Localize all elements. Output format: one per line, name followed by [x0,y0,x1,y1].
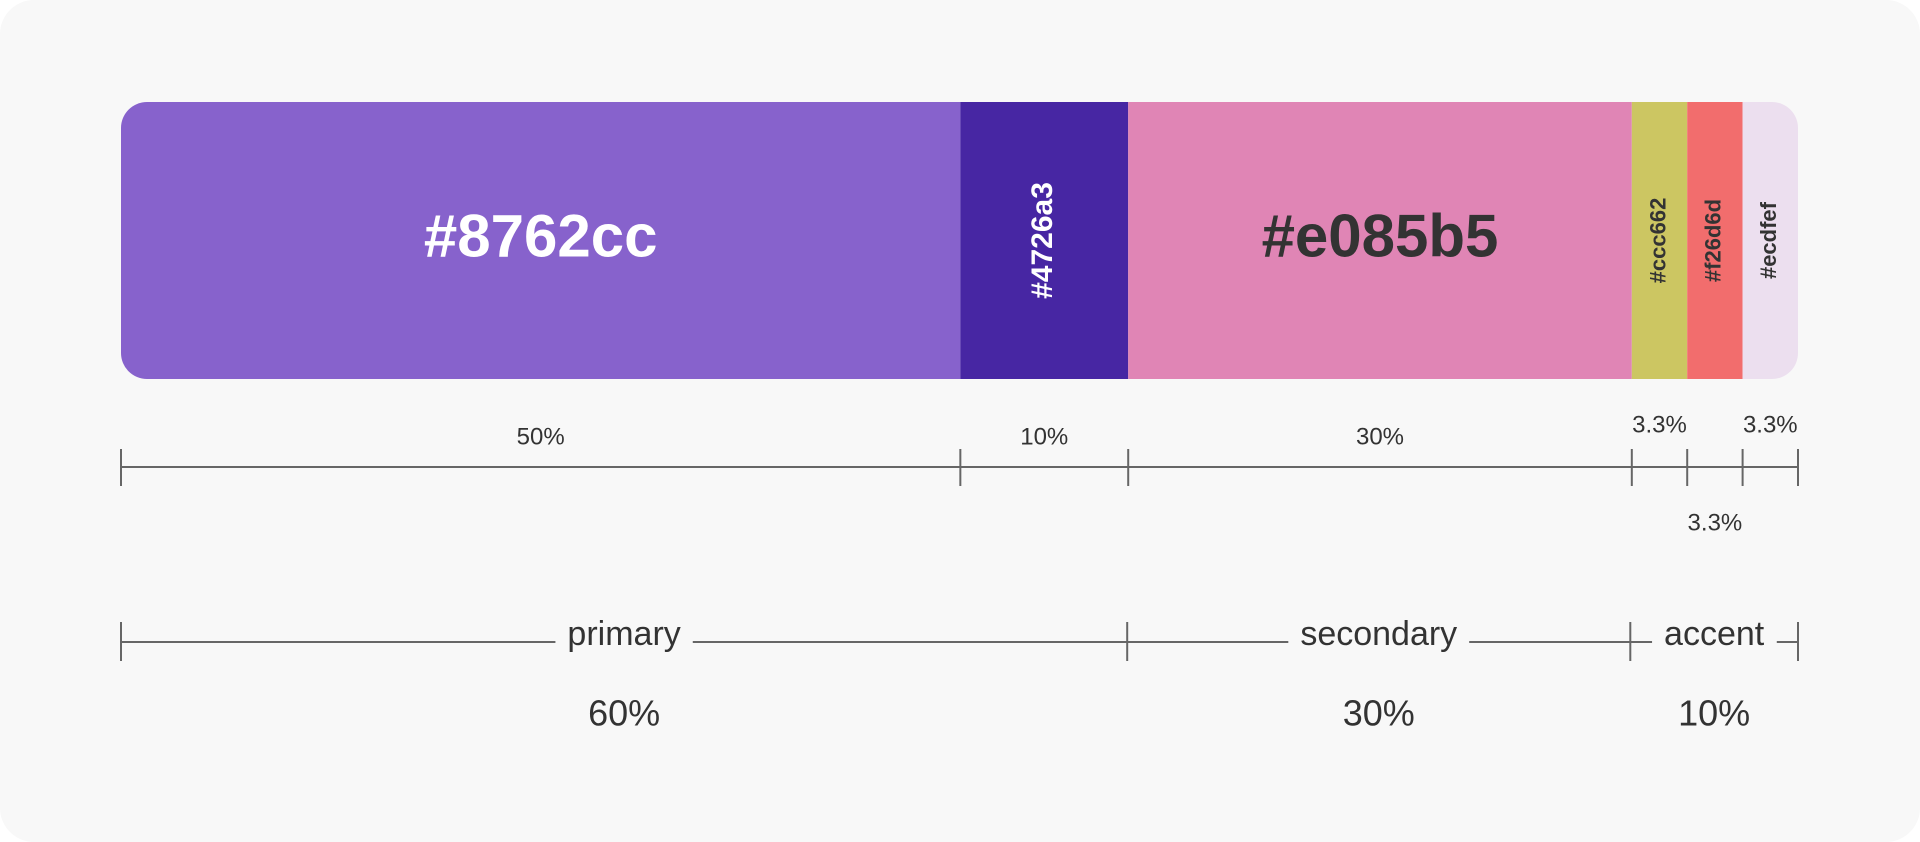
bar-segment [960,102,1129,379]
bar-segment [1631,102,1688,379]
percent-label: 3.3% [1743,411,1798,438]
group-percent: 30% [1343,693,1415,734]
segment-label: #8762cc [424,202,658,269]
segment-label: #ccc662 [1645,198,1670,284]
percent-label: 50% [517,423,565,450]
bar-segment [1687,102,1743,379]
segment-label: #ecdfef [1756,201,1781,279]
bar-segment [121,102,961,379]
segment-label: #e085b5 [1262,202,1499,269]
bar-segment [1742,102,1798,379]
bar-segment [1128,102,1632,379]
percent-label: 10% [1020,423,1068,450]
group-label-bg [555,638,693,646]
group-label: secondary [1300,615,1457,653]
percent-label: 3.3% [1688,509,1743,536]
group-label: accent [1664,615,1765,653]
segment-label: #4726a3 [1026,182,1059,299]
percent-label: 3.3% [1632,411,1687,438]
group-label: primary [567,615,680,653]
group-label-bg [1652,638,1777,646]
segment-label: #f26d6d [1701,199,1726,282]
percent-label: 30% [1356,423,1404,450]
group-label-bg [1288,638,1470,646]
bar-group [121,102,1798,379]
group-percent: 10% [1678,693,1750,734]
group-percent: 60% [588,693,660,734]
